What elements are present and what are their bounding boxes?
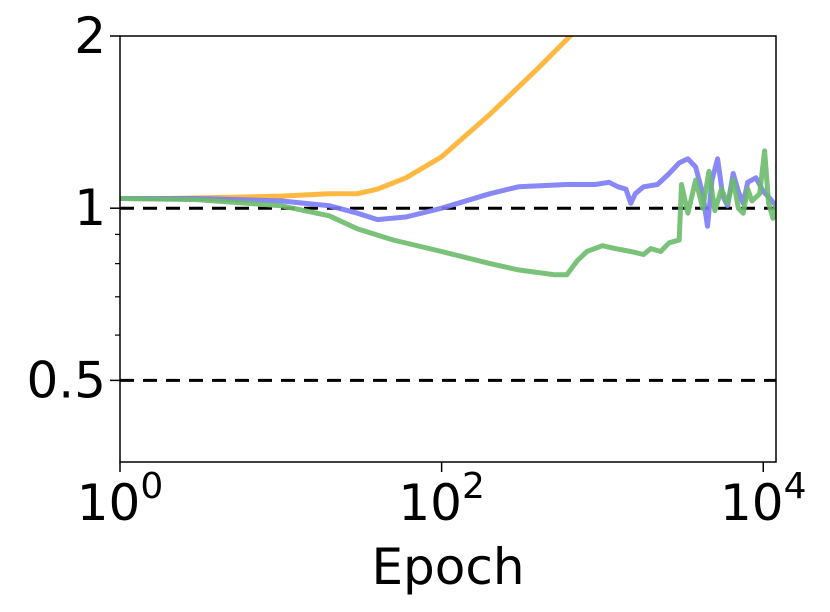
y-tick-label: 2 [74, 7, 106, 65]
x-tick-label: 104 [720, 466, 807, 532]
series-line-2 [120, 156, 776, 229]
y-tick-label: 1 [74, 179, 106, 237]
series-line-1 [120, 36, 574, 201]
x-tick-label: 100 [77, 466, 164, 532]
y-axis-ticks: 210.5 [26, 7, 120, 409]
series-line-3 [120, 148, 776, 278]
x-tick-label: 102 [398, 466, 485, 532]
y-tick-label: 0.5 [26, 351, 106, 409]
plot-frame [119, 35, 777, 463]
x-axis-ticks: 100 102 104 [77, 462, 807, 532]
series-lines [120, 36, 776, 278]
x-axis-title: Epoch [371, 538, 524, 596]
